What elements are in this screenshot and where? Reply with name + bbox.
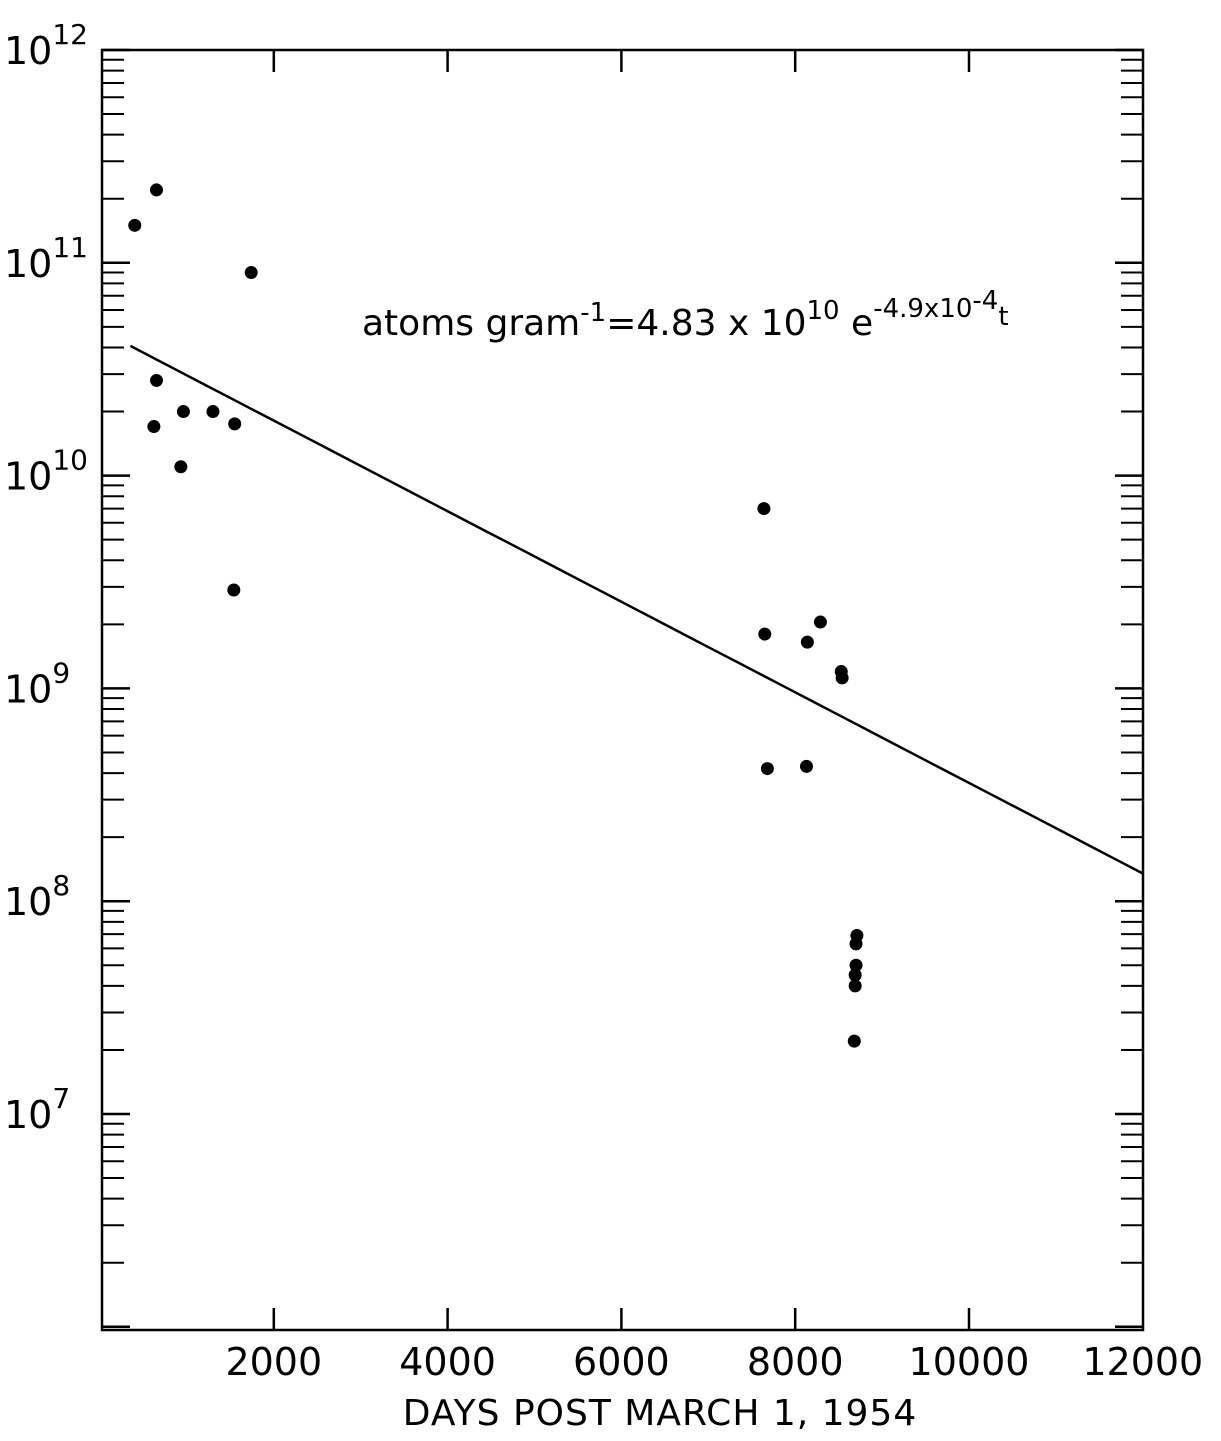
data-point	[228, 417, 242, 431]
y-tick-labels: 107 108 109 1010 1011 1012	[4, 18, 88, 1137]
data-point	[176, 405, 190, 419]
data-point	[149, 373, 163, 387]
data-point	[147, 420, 161, 434]
x-axis-title: DAYS POST MARCH 1, 1954	[403, 1393, 918, 1434]
x-tick-label: 4000	[399, 1340, 496, 1384]
data-point	[835, 671, 849, 685]
x-tick-label: 6000	[573, 1340, 670, 1384]
data-point	[227, 583, 241, 597]
data-point	[757, 502, 771, 516]
data-point	[847, 1034, 861, 1048]
y-minor-ticks	[102, 58, 1143, 1264]
data-point	[848, 979, 862, 993]
x-tick-label: 2000	[225, 1340, 322, 1384]
data-point	[244, 266, 258, 280]
data-point	[206, 405, 220, 419]
y-tick-label: 1010	[4, 444, 88, 499]
data-point	[760, 762, 774, 776]
data-point	[800, 635, 814, 649]
plot-frame	[100, 48, 1145, 1332]
data-point	[799, 759, 813, 773]
y-tick-label: 108	[4, 869, 70, 924]
data-point	[848, 968, 862, 982]
data-point	[758, 627, 772, 641]
y-tick-label: 109	[4, 656, 70, 711]
data-point	[149, 183, 163, 197]
y-tick-label: 1012	[4, 18, 88, 73]
x-ticks	[272, 50, 971, 1330]
data-point	[174, 460, 188, 474]
data-point	[813, 615, 827, 629]
data-point	[850, 928, 864, 942]
data-points	[128, 183, 864, 1048]
y-major-ticks	[102, 48, 1143, 1329]
x-tick-label: 12000	[1082, 1340, 1203, 1384]
data-point	[128, 218, 142, 232]
y-tick-label: 107	[4, 1082, 70, 1137]
data-point	[849, 958, 863, 972]
fit-equation: atoms gram-1=4.83 x 1010 e-4.9x10-4t	[362, 286, 1009, 344]
x-tick-label: 8000	[747, 1340, 844, 1384]
y-tick-label: 1011	[4, 231, 88, 286]
fit-line	[129, 344, 1144, 875]
x-tick-label: 10000	[909, 1340, 1030, 1384]
x-tick-labels: 2000 4000 6000 8000 10000 12000	[225, 1340, 1203, 1384]
